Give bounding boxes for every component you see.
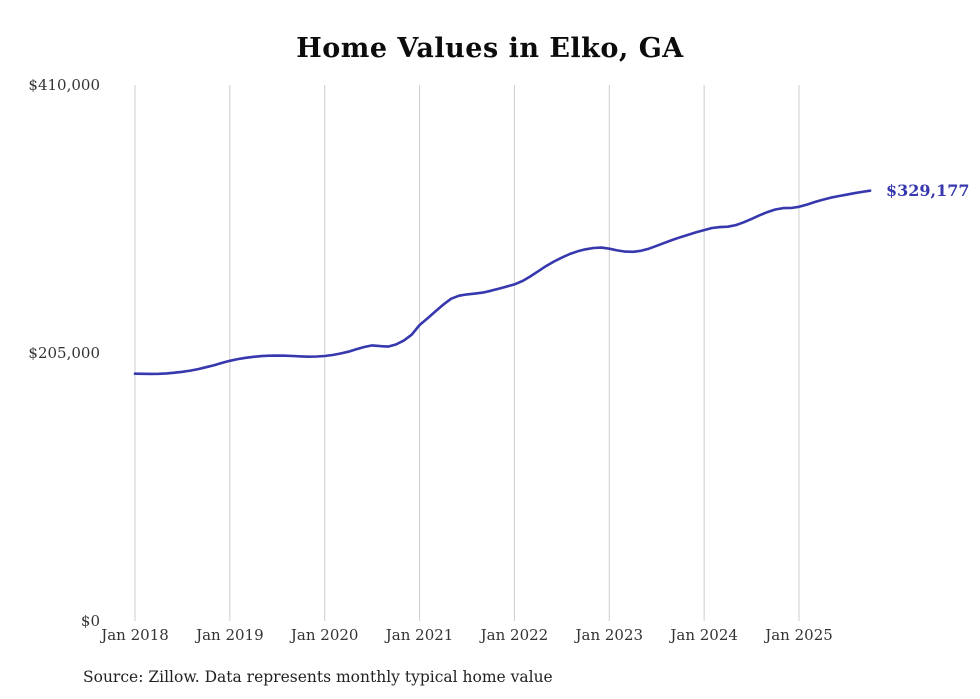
x-tick-label: Jan 2019 bbox=[194, 626, 264, 644]
end-value-label: $329,177 bbox=[886, 180, 970, 200]
x-tick-label: Jan 2018 bbox=[99, 626, 169, 644]
x-tick-label: Jan 2023 bbox=[574, 626, 644, 644]
home-value-line bbox=[133, 189, 872, 376]
y-tick-label: $410,000 bbox=[28, 76, 100, 94]
chart-title: Home Values in Elko, GA bbox=[296, 33, 684, 64]
source-note: Source: Zillow. Data represents monthly … bbox=[83, 668, 553, 686]
x-tick-label: Jan 2024 bbox=[668, 626, 738, 644]
y-tick-label: $0 bbox=[81, 612, 100, 630]
y-tick-label: $205,000 bbox=[28, 344, 100, 362]
x-tick-label: Jan 2022 bbox=[479, 626, 549, 644]
x-tick-label: Jan 2021 bbox=[384, 626, 454, 644]
x-tick-label: Jan 2025 bbox=[763, 626, 833, 644]
x-tick-label: Jan 2020 bbox=[289, 626, 359, 644]
